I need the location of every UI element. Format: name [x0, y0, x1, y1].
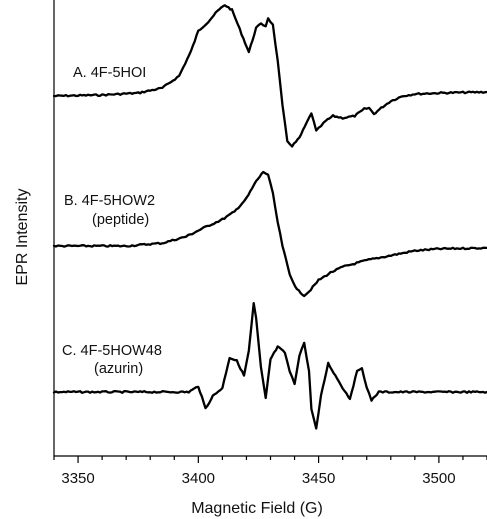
- plot-axes: 3350 3400 3450 3500: [53, 0, 487, 487]
- trace-sublabel-3: (azurin): [94, 361, 143, 377]
- trace-label-1: A. 4F-5HOI: [73, 65, 146, 81]
- trace-label-3: C. 4F-5HOW48: [62, 343, 162, 359]
- spectrum-trace-1: [52, 4, 487, 148]
- trace-label-2: B. 4F-5HOW2: [64, 193, 155, 209]
- x-tick-label: 3350: [61, 470, 94, 487]
- trace-labels: A. 4F-5HOI B. 4F-5HOW2 (peptide) C. 4F-5HOW…: [62, 65, 162, 377]
- x-tick-label: 3500: [422, 470, 455, 487]
- x-tick-label: 3450: [302, 470, 335, 487]
- spectrum-trace-3: [52, 302, 487, 430]
- spectrum-trace-2: [52, 170, 487, 298]
- x-tick-label: 3400: [182, 470, 215, 487]
- trace-sublabel-2: (peptide): [92, 212, 149, 228]
- x-axis-title: Magnetic Field (G): [191, 500, 323, 517]
- spectra-traces: [52, 4, 487, 430]
- y-axis-title: EPR Intensity: [14, 189, 31, 286]
